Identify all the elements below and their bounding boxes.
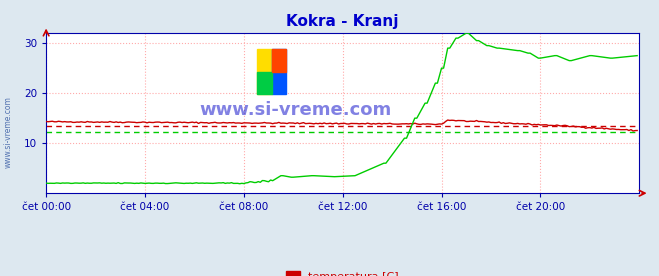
Title: Kokra - Kranj: Kokra - Kranj xyxy=(287,14,399,29)
Text: www.si-vreme.com: www.si-vreme.com xyxy=(199,101,391,119)
Legend: temperatura [C], pretok [m3/s]: temperatura [C], pretok [m3/s] xyxy=(282,267,403,276)
Text: www.si-vreme.com: www.si-vreme.com xyxy=(3,97,13,168)
Bar xyxy=(272,49,287,71)
Bar xyxy=(257,71,272,94)
Bar xyxy=(257,49,272,94)
Bar xyxy=(272,49,287,94)
